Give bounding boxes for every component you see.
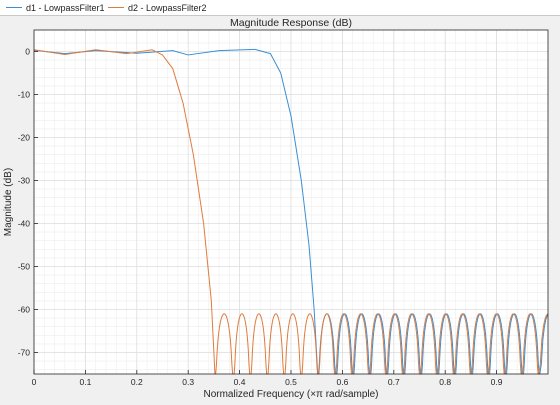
x-tick-label: 0.8 [439,377,451,387]
x-tick-label: 0 [32,377,37,387]
y-tick-label: -40 [18,219,31,229]
x-tick-label: 0.4 [234,377,246,387]
legend-swatch-1 [6,7,22,8]
x-tick-label: 0.3 [182,377,194,387]
legend-label-1: d1 - LowpassFilter1 [26,2,105,13]
ticks: 0 0.1 0.2 0.3 0.4 0.5 0.6 0.7 0.8 0.9 0 -10 -20 -30 -4… [18,47,503,388]
x-tick-label: 0.6 [336,377,348,387]
chart-title: Magnitude Response (dB) [230,17,352,29]
series-line-1 [33,48,549,375]
y-tick-label: 0 [25,47,30,57]
grid [33,30,548,374]
x-tick-label: 0.9 [491,377,503,387]
y-tick-label: -30 [18,176,31,186]
y-tick-label: -70 [18,348,31,358]
legend: d1 - LowpassFilter1 d2 - LowpassFilter2 [0,0,560,16]
legend-entry-1[interactable]: d1 - LowpassFilter1 [6,2,105,13]
legend-label-2: d2 - LowpassFilter2 [128,2,207,13]
legend-swatch-2 [108,7,124,8]
x-tick-label: 0.7 [388,377,400,387]
x-tick-label: 0.5 [285,377,297,387]
y-tick-label: -10 [18,90,31,100]
legend-entry-2[interactable]: d2 - LowpassFilter2 [108,2,207,13]
x-tick-label: 0.1 [79,377,91,387]
y-tick-label: -20 [18,133,31,143]
x-tick-label: 0.2 [131,377,143,387]
x-axis-label: Normalized Frequency (×π rad/sample) [203,389,378,400]
y-tick-label: -60 [18,305,31,315]
y-tick-label: -50 [18,262,31,272]
y-axis-label: Magnitude (dB) [3,168,14,236]
